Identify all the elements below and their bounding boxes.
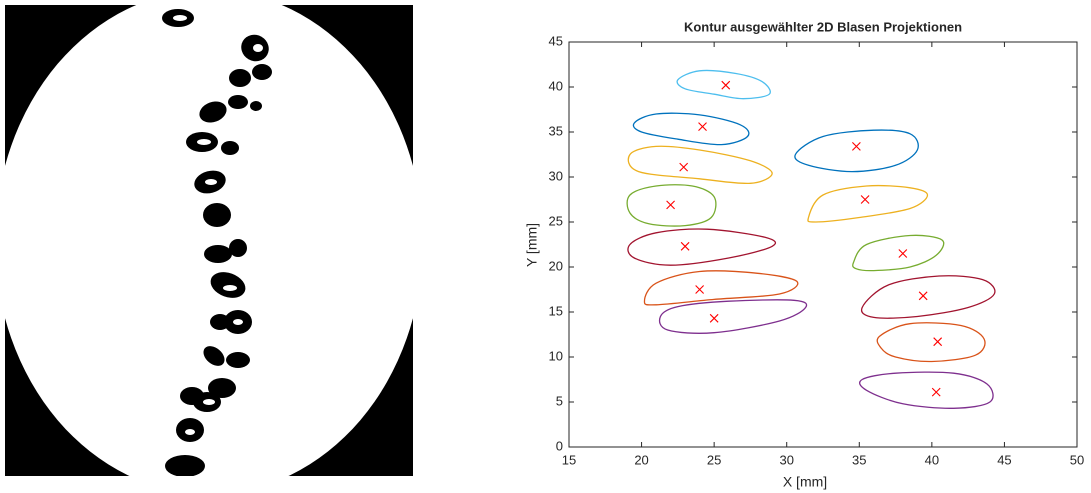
bubble-contour: [628, 229, 775, 265]
centroid-marker: [722, 81, 730, 89]
figure: Kontur ausgewählter 2D Blasen Projektion…: [0, 0, 1091, 493]
x-axis-label: X [mm]: [783, 474, 827, 490]
centroid-marker: [934, 338, 942, 346]
bubble-contour: [633, 113, 748, 144]
chart-title: Kontur ausgewählter 2D Blasen Projektion…: [684, 19, 962, 34]
x-tick-label: 40: [925, 452, 939, 467]
y-tick-label: 35: [549, 123, 563, 138]
x-tick-label: 30: [779, 452, 793, 467]
bubble-contour: [877, 323, 985, 362]
bubble-contour: [860, 372, 993, 408]
binary-image: [0, 0, 423, 493]
y-tick-label: 40: [549, 78, 563, 93]
bubble-contour: [862, 276, 995, 318]
bubble-contour: [808, 186, 928, 222]
centroid-marker: [932, 388, 940, 396]
y-tick-label: 0: [556, 438, 563, 453]
bubble-contour: [795, 130, 918, 172]
axes-box: [569, 42, 1077, 447]
bubble-contour: [853, 235, 944, 270]
y-tick-label: 25: [549, 213, 563, 228]
x-tick-label: 15: [562, 452, 576, 467]
x-tick-label: 45: [997, 452, 1011, 467]
bubble-contour: [628, 146, 772, 183]
bubble-contour: [660, 300, 807, 333]
y-tick-label: 45: [549, 33, 563, 48]
x-tick-label: 20: [634, 452, 648, 467]
y-tick-label: 15: [549, 303, 563, 318]
y-tick-label: 30: [549, 168, 563, 183]
centroid-marker: [699, 123, 707, 131]
y-tick-label: 10: [549, 348, 563, 363]
centroid-marker: [861, 196, 869, 204]
centroid-marker: [667, 201, 675, 209]
y-tick-label: 20: [549, 258, 563, 273]
centroid-marker: [710, 314, 718, 322]
x-tick-label: 35: [852, 452, 866, 467]
y-tick-label: 5: [556, 393, 563, 408]
centroid-marker: [680, 163, 688, 171]
y-axis-label: Y [mm]: [524, 223, 540, 267]
x-tick-label: 50: [1070, 452, 1084, 467]
centroid-marker: [899, 250, 907, 258]
bubble-contour: [677, 71, 770, 99]
centroid-marker: [681, 242, 689, 250]
centroid-marker: [696, 286, 704, 294]
x-tick-label: 25: [707, 452, 721, 467]
centroid-marker: [852, 142, 860, 150]
centroid-marker: [919, 292, 927, 300]
